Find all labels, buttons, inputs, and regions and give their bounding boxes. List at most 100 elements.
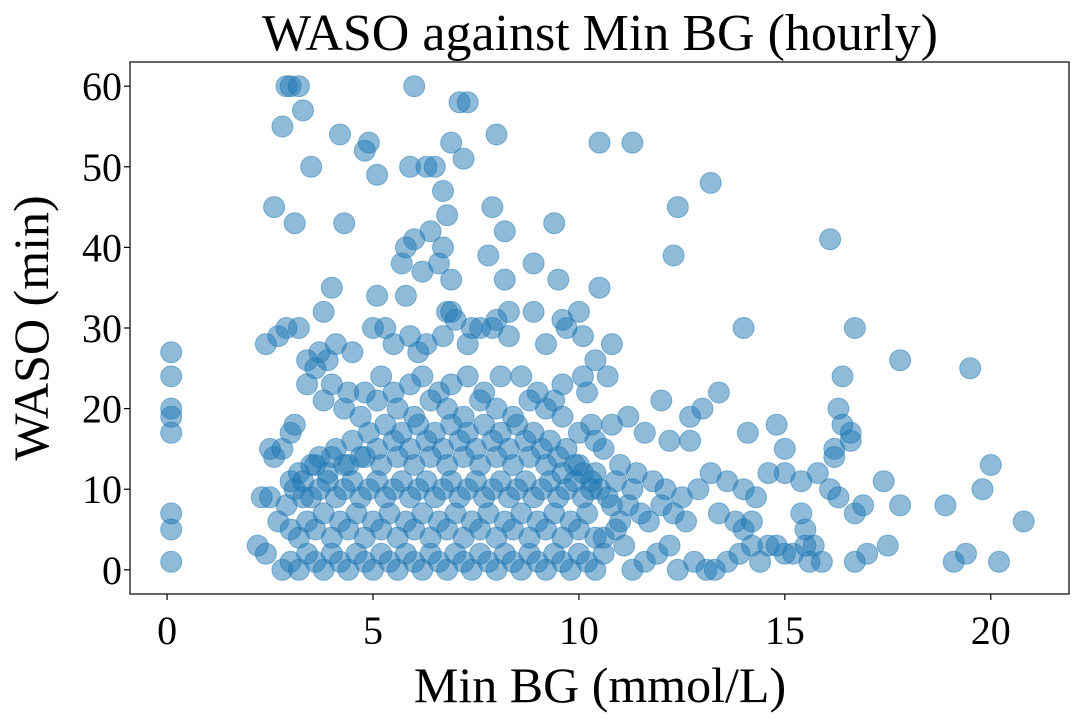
data-point xyxy=(852,494,875,517)
data-point xyxy=(584,462,607,485)
data-point xyxy=(934,494,957,517)
data-point xyxy=(831,365,854,388)
data-point xyxy=(312,300,335,323)
data-point xyxy=(889,494,912,517)
data-point xyxy=(287,75,310,98)
y-tick-label: 0 xyxy=(102,548,122,593)
data-point xyxy=(535,333,557,356)
data-point xyxy=(732,317,755,339)
data-point xyxy=(633,421,656,444)
data-point xyxy=(773,437,796,460)
data-point xyxy=(160,550,183,573)
data-point xyxy=(497,325,520,348)
data-point xyxy=(621,478,644,501)
data-point xyxy=(588,131,611,154)
x-tick-label: 0 xyxy=(157,608,177,653)
data-point xyxy=(353,139,376,162)
data-point xyxy=(485,123,508,146)
data-point xyxy=(979,454,1002,476)
data-point xyxy=(456,365,479,388)
data-point xyxy=(547,268,570,291)
data-point xyxy=(456,91,479,114)
data-point xyxy=(489,365,512,388)
data-point xyxy=(955,542,977,565)
data-point xyxy=(584,526,607,549)
data-point xyxy=(988,550,1010,573)
data-point xyxy=(493,268,516,291)
data-point xyxy=(423,155,446,178)
data-point xyxy=(687,478,710,501)
data-point xyxy=(444,308,467,331)
chart-title: WASO against Min BG (hourly) xyxy=(262,5,938,62)
data-point xyxy=(551,405,574,428)
data-point xyxy=(629,502,652,525)
data-point xyxy=(745,486,767,509)
data-point xyxy=(794,518,817,541)
data-point xyxy=(699,171,722,194)
data-point xyxy=(707,381,730,404)
data-point xyxy=(329,123,351,146)
data-point xyxy=(493,220,516,243)
data-point xyxy=(650,389,673,412)
data-point xyxy=(263,196,286,219)
y-axis-ticks: 0 10 20 30 40 50 60 xyxy=(82,64,130,593)
data-point xyxy=(403,75,426,98)
data-point xyxy=(959,357,982,380)
data-point xyxy=(287,317,310,339)
data-point xyxy=(510,365,533,388)
data-point xyxy=(419,220,442,243)
x-tick-label: 10 xyxy=(559,608,599,653)
data-point xyxy=(160,518,183,541)
data-point xyxy=(621,131,644,154)
data-point xyxy=(819,228,842,251)
data-point xyxy=(572,325,594,348)
data-point xyxy=(366,163,389,186)
data-point xyxy=(477,244,500,267)
data-point xyxy=(765,413,788,436)
data-point xyxy=(366,284,389,307)
data-point xyxy=(827,486,850,509)
data-point xyxy=(621,558,644,581)
data-point xyxy=(876,534,899,557)
data-point xyxy=(543,212,566,235)
x-tick-label: 5 xyxy=(363,608,383,653)
data-point xyxy=(481,196,504,219)
data-point xyxy=(456,333,479,356)
y-tick-label: 60 xyxy=(82,64,122,109)
data-point xyxy=(292,99,314,122)
data-point xyxy=(304,357,327,380)
x-axis-ticks: 0 5 10 15 20 xyxy=(157,594,1011,653)
data-point xyxy=(600,333,623,356)
y-tick-label: 10 xyxy=(82,467,122,512)
data-point xyxy=(522,300,545,323)
data-point xyxy=(765,534,788,557)
data-point xyxy=(160,341,183,364)
data-point xyxy=(411,260,434,283)
data-point xyxy=(283,212,306,235)
data-point xyxy=(971,478,994,501)
data-point xyxy=(522,252,545,275)
x-axis-label: Min BG (mmol/L) xyxy=(414,657,786,713)
data-point xyxy=(320,276,343,299)
data-point xyxy=(436,204,459,227)
data-point xyxy=(341,341,364,364)
data-point xyxy=(679,429,702,452)
data-points xyxy=(160,75,1035,581)
data-point xyxy=(666,558,689,581)
data-point xyxy=(596,365,619,388)
data-point xyxy=(440,131,463,154)
data-point xyxy=(666,196,689,219)
data-point xyxy=(300,155,323,178)
data-point xyxy=(567,300,590,323)
y-tick-label: 20 xyxy=(82,387,122,432)
data-point xyxy=(432,325,454,348)
data-point xyxy=(390,252,413,275)
y-tick-label: 30 xyxy=(82,306,122,351)
data-point xyxy=(806,462,829,485)
x-tick-label: 20 xyxy=(971,608,1011,653)
data-point xyxy=(160,421,183,444)
x-tick-label: 15 xyxy=(765,608,805,653)
data-point xyxy=(584,349,607,372)
data-point xyxy=(440,268,463,291)
